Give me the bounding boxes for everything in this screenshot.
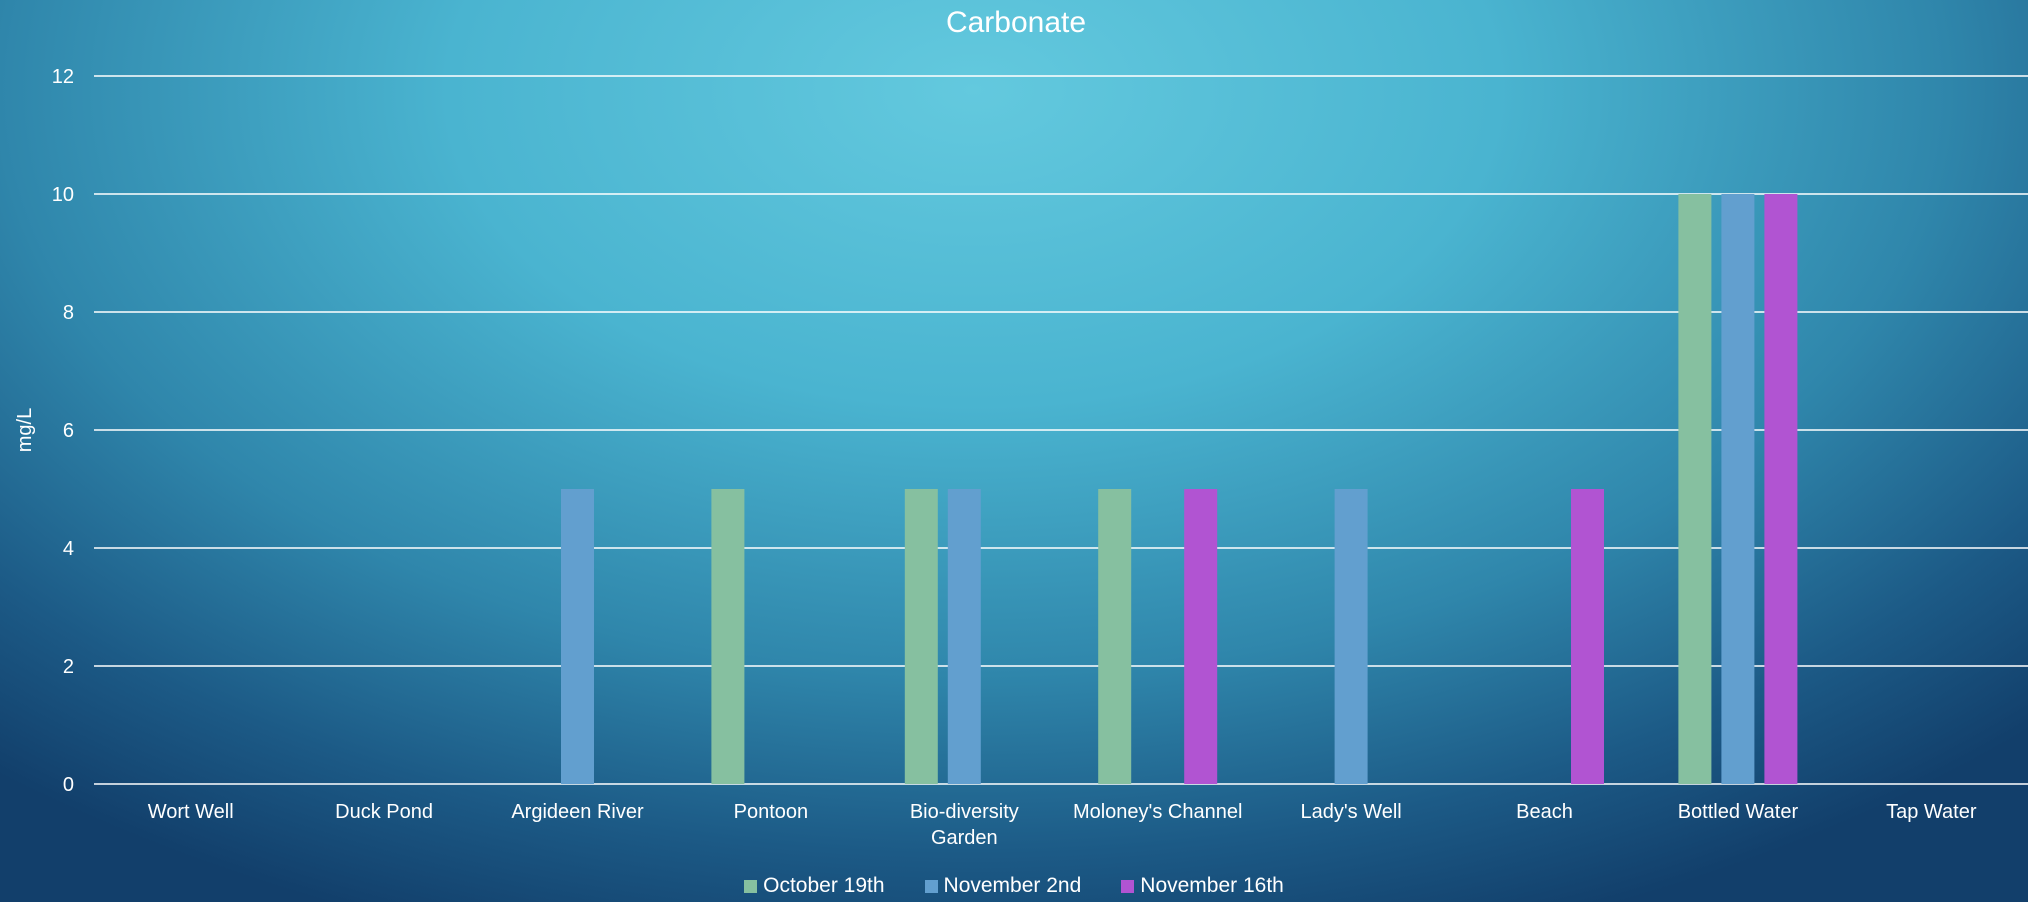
bar xyxy=(1678,194,1712,784)
legend-item: October 19th xyxy=(744,874,885,898)
bar xyxy=(1571,489,1604,784)
x-tick-label: Wort Well xyxy=(148,801,234,823)
x-axis-ticks: Wort Well Duck Pond Argideen River Pontoon B… xyxy=(148,801,1977,849)
bar xyxy=(711,489,745,784)
gridlines xyxy=(94,75,2028,785)
y-tick-label: 4 xyxy=(63,538,74,560)
bar xyxy=(1098,489,1132,784)
x-tick-label: Argideen River xyxy=(511,801,644,823)
bar xyxy=(1334,489,1368,784)
bar xyxy=(1764,194,1798,784)
x-tick-label: Pontoon xyxy=(734,801,809,823)
legend-item: November 2nd xyxy=(924,874,1082,898)
y-tick-label: 8 xyxy=(63,302,74,324)
bar xyxy=(1721,194,1755,784)
legend: October 19th November 2nd November 16th xyxy=(0,874,2028,898)
y-axis-label: mg/L xyxy=(14,408,36,452)
legend-swatch xyxy=(924,879,938,893)
x-tick-label: Tap Water xyxy=(1886,801,1977,823)
x-tick-label: Lady's Well xyxy=(1300,801,1401,823)
legend-item: November 16th xyxy=(1121,874,1284,898)
x-tick-label: Duck Pond xyxy=(335,801,433,823)
x-tick-label: Moloney's Channel xyxy=(1073,801,1242,823)
legend-label: October 19th xyxy=(763,874,885,897)
y-tick-label: 12 xyxy=(52,66,74,88)
x-tick-label: Bottled Water xyxy=(1678,801,1799,823)
x-tick-label: Beach xyxy=(1516,801,1573,823)
y-tick-label: 2 xyxy=(63,656,74,678)
y-tick-label: 0 xyxy=(63,774,74,796)
bar xyxy=(904,489,938,784)
x-tick-label: Bio-diversity Garden xyxy=(910,801,1019,849)
bar xyxy=(1184,489,1218,784)
chart-title: Carbonate xyxy=(946,6,1086,39)
legend-label: November 2nd xyxy=(943,874,1082,897)
legend-swatch xyxy=(744,879,758,893)
y-axis-ticks: 0 2 4 6 8 10 12 xyxy=(52,66,74,796)
bar xyxy=(561,489,594,784)
y-tick-label: 10 xyxy=(52,184,74,206)
legend-label: November 16th xyxy=(1140,874,1284,897)
bars xyxy=(561,194,1798,784)
bar xyxy=(947,489,981,784)
legend-swatch xyxy=(1121,879,1135,893)
y-tick-label: 6 xyxy=(63,420,74,442)
